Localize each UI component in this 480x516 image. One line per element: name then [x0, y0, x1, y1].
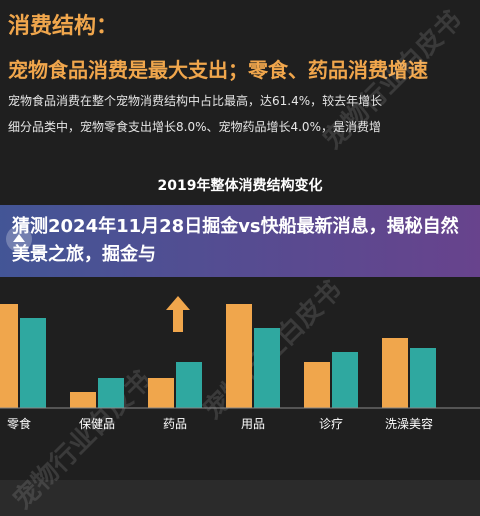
bar-零食-series-2 [20, 318, 46, 408]
bar-零食-series-1 [0, 304, 18, 408]
x-tick-label: 零食 [7, 416, 31, 431]
bar-洗澡美容-series-1 [382, 338, 408, 408]
bar-洗澡美容-series-2 [410, 348, 436, 408]
scroll-up-icon[interactable] [6, 226, 32, 252]
consumption-bar-chart: 零食 保健品 药品 用品 诊疗 洗澡美容 [0, 296, 480, 431]
bar-用品-series-2 [254, 328, 280, 408]
bar-诊疗-series-2 [332, 352, 358, 408]
x-tick-label: 洗澡美容 [385, 416, 433, 431]
bar-用品-series-1 [226, 304, 252, 408]
infographic-text-line-1: 宠物食品消费在整个宠物消费结构中占比最高，达61.4%，较去年增长 [8, 94, 383, 108]
chart-title: 2019年整体消费结构变化 [157, 178, 323, 194]
bar-药品-series-2 [176, 362, 202, 408]
banner-headline[interactable]: 猜测2024年11月28日掘金vs快船最新消息，揭秘自然美景之旅，掘金与 [12, 216, 459, 265]
bar-诊疗-series-1 [304, 362, 330, 408]
x-tick-label: 药品 [163, 417, 187, 431]
infographic-headline: 宠物食品消费是最大支出；零食、药品消费增速 [8, 58, 428, 82]
bar-药品-series-1 [148, 378, 174, 408]
x-tick-label: 诊疗 [319, 417, 343, 431]
bar-保健品-series-2 [98, 378, 124, 408]
infographic-title: 消费结构： [8, 14, 119, 39]
bar-保健品-series-1 [70, 392, 96, 408]
x-tick-label: 用品 [241, 417, 265, 431]
infographic-text-line-2: 细分品类中，宠物零食支出增长8.0%、宠物药品增长4.0%，是消费增 [8, 120, 381, 134]
growth-arrow-icon [166, 296, 190, 332]
headline-banner[interactable]: 猜测2024年11月28日掘金vs快船最新消息，揭秘自然美景之旅，掘金与 [0, 205, 480, 277]
x-tick-label: 保健品 [79, 417, 115, 431]
